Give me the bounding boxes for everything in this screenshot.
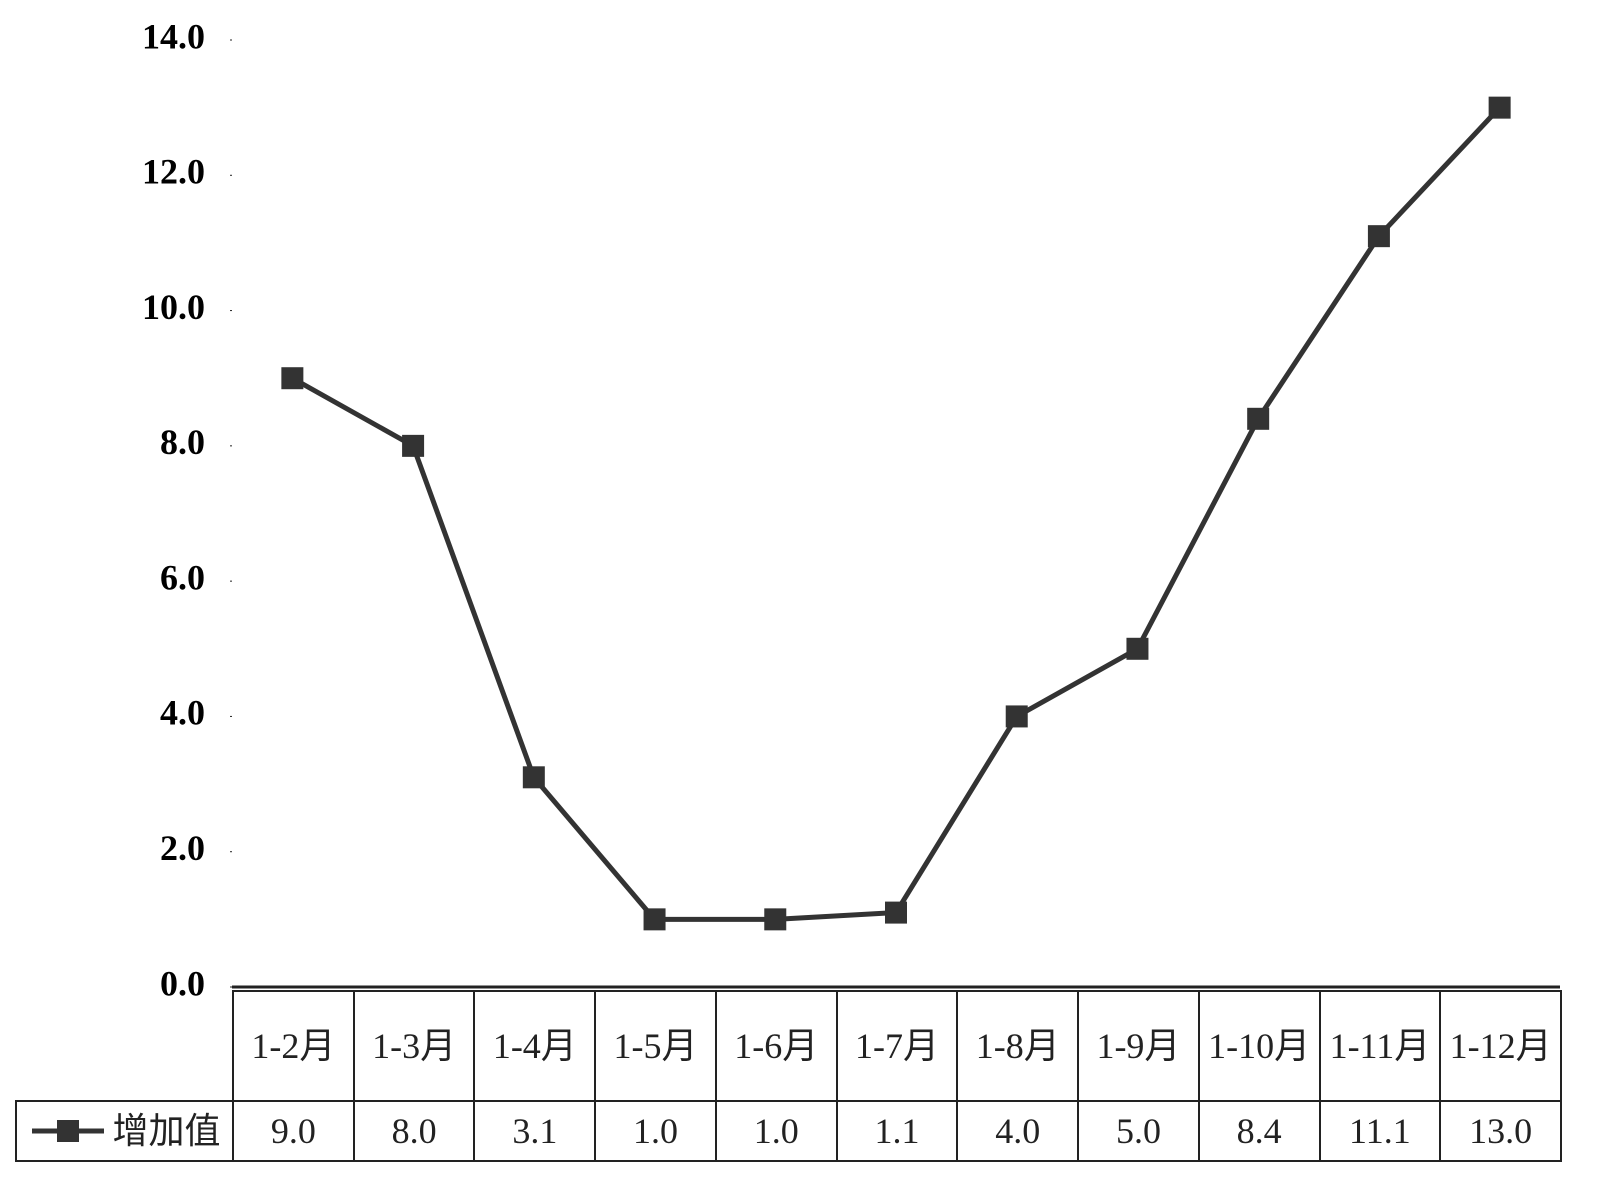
point <box>643 908 666 931</box>
data-label: 4.0 <box>956 1100 1080 1162</box>
point <box>885 901 907 924</box>
point <box>402 434 425 457</box>
data-label: 3.1 <box>473 1100 597 1162</box>
y-tick-label: 14.0 <box>142 16 205 56</box>
data-label: 9.0 <box>232 1100 355 1162</box>
legend-label: 增加值 <box>112 1111 221 1151</box>
legend-marker <box>32 1120 105 1142</box>
data-label: 8.4 <box>1197 1100 1321 1162</box>
point <box>1005 705 1028 728</box>
data-label: 11.1 <box>1318 1100 1442 1162</box>
point <box>764 908 787 931</box>
x-tick-label: 1-3月 <box>352 990 476 1102</box>
point <box>522 766 545 789</box>
point <box>1126 637 1149 660</box>
x-tick-label: 1-9月 <box>1077 990 1200 1102</box>
data-label: 13.0 <box>1439 1100 1562 1162</box>
x-tick-label: 1-8月 <box>956 990 1080 1102</box>
point <box>1367 225 1390 248</box>
data-label: 1.1 <box>835 1100 959 1162</box>
x-tick-label: 1-10月 <box>1197 990 1321 1102</box>
y-tick-label: 12.0 <box>142 152 205 192</box>
y-tick-label: 10.0 <box>142 287 205 327</box>
x-tick-label: 1-2月 <box>232 990 355 1102</box>
data-label: 8.0 <box>352 1100 476 1162</box>
point <box>1488 96 1511 119</box>
y-tick-label: 6.0 <box>160 557 205 597</box>
y-tick-label: 2.0 <box>160 828 205 868</box>
legend-entry: 增加值 <box>15 1100 234 1162</box>
x-tick-label: 1-4月 <box>473 990 597 1102</box>
x-tick-label: 1-5月 <box>594 990 717 1102</box>
x-tick-label: 1-6月 <box>714 990 838 1102</box>
x-tick-label: 1-12月 <box>1439 990 1562 1102</box>
y-tick-label: 8.0 <box>160 422 205 462</box>
data-label: 1.0 <box>594 1100 717 1162</box>
line <box>291 105 1502 922</box>
y-tick-label: 0.0 <box>160 963 205 1003</box>
x-tick-label: 1-7月 <box>835 990 959 1102</box>
x-tick-label: 1-11月 <box>1318 990 1442 1102</box>
point <box>281 367 304 390</box>
point <box>1247 407 1270 430</box>
data-label: 5.0 <box>1077 1100 1200 1162</box>
y-tick-label: 4.0 <box>160 693 205 733</box>
data-label: 1.0 <box>714 1100 838 1162</box>
